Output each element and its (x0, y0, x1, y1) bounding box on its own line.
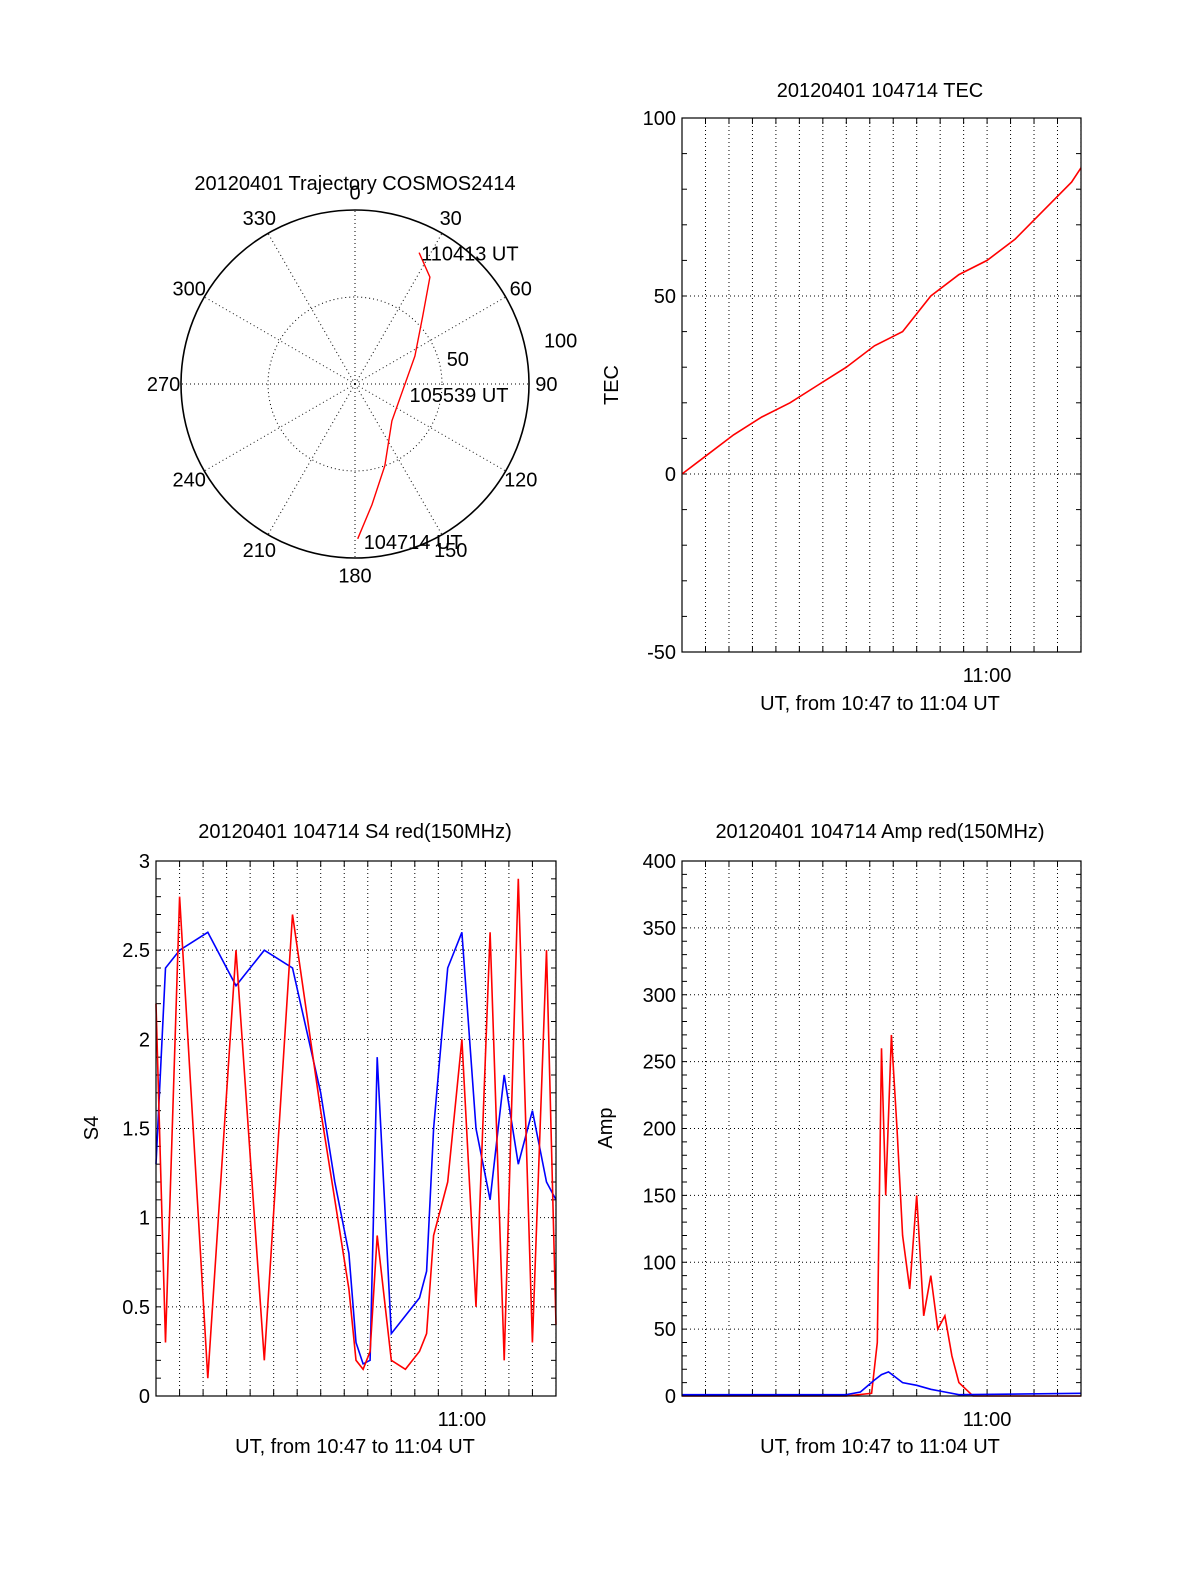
trajectory-time-label: 104714 UT (364, 532, 463, 554)
tec-ytick-label: 100 (643, 108, 676, 130)
polar-spoke (267, 233, 356, 385)
amp-plot-frame (681, 860, 1082, 1397)
s4-ylabel: S4 (81, 1116, 103, 1140)
tec-plot: 20120401 104714 TEC UT, from 10:47 to 11… (601, 80, 1082, 715)
polar-spoke (267, 383, 356, 535)
amp-ytick-label: 150 (643, 1185, 676, 1207)
tec-ylabel: TEC (601, 365, 623, 405)
tec-plot-frame (681, 117, 1082, 653)
polar-angle-label: 150 (434, 540, 467, 562)
s4-ytick-label: 3 (139, 851, 150, 873)
tec-xlabel: UT, from 10:47 to 11:04 UT (760, 693, 1000, 715)
polar-angle-label: 240 (173, 470, 206, 492)
s4-plot: 20120401 104714 S4 red(150MHz) UT, from … (81, 821, 557, 1458)
amp-ytick-label: 350 (643, 918, 676, 940)
polar-angle-label: 120 (504, 470, 537, 492)
s4-ytick-label: 1 (139, 1208, 150, 1230)
s4-title: 20120401 104714 S4 red(150MHz) (198, 821, 512, 843)
polar-spoke (204, 296, 356, 385)
amp-xtick-label: 11:00 (963, 1409, 1012, 1431)
s4-ytick-label: 2 (139, 1029, 150, 1051)
trajectory-title: 20120401 Trajectory COSMOS2414 (194, 173, 515, 195)
tec-ytick-label: -50 (647, 642, 676, 664)
polar-angle-label: 210 (243, 540, 276, 562)
amp-ylabel: Amp (595, 1107, 617, 1148)
polar-radial-label: 100 (544, 331, 577, 353)
polar-radial-label: 50 (447, 349, 469, 371)
s4-plot-frame (155, 860, 557, 1397)
amp-ytick-label: 300 (643, 985, 676, 1007)
amp-ytick-label: 250 (643, 1052, 676, 1074)
trajectory-time-label: 110413 UT (421, 244, 518, 266)
polar-inner-ring (267, 296, 443, 472)
amp-ytick-label: 0 (665, 1386, 676, 1408)
trajectory-track (357, 252, 431, 540)
amp-title: 20120401 104714 Amp red(150MHz) (715, 821, 1044, 843)
tec-xtick-label: 11:00 (963, 665, 1012, 687)
s4-xtick-label: 11:00 (438, 1409, 487, 1431)
amp-ytick-label: 100 (643, 1252, 676, 1274)
tec-title: 20120401 104714 TEC (777, 80, 983, 102)
amp-ytick-label: 200 (643, 1119, 676, 1141)
s4-xlabel: UT, from 10:47 to 11:04 UT (235, 1436, 475, 1458)
polar-outer-ring (180, 209, 530, 559)
polar-angle-label: 330 (243, 208, 276, 230)
polar-spoke (354, 233, 443, 385)
amp-xlabel: UT, from 10:47 to 11:04 UT (760, 1436, 1000, 1458)
tec-series-red (681, 167, 1082, 475)
polar-spoke (354, 383, 443, 535)
trajectory-polar-plot: 20120401 Trajectory COSMOS2414 0 30 60 90 12… (147, 173, 577, 587)
polar-spoke (354, 383, 506, 472)
amp-ytick-label: 400 (643, 851, 676, 873)
amp-series-red (682, 1034, 1081, 1397)
s4-ytick-label: 1.5 (122, 1119, 150, 1141)
polar-angle-label: 90 (535, 374, 557, 396)
s4-series-red (155, 878, 557, 1379)
s4-ytick-label: 2.5 (122, 940, 150, 962)
amp-plot: 20120401 104714 Amp red(150MHz) UT, from… (595, 821, 1082, 1458)
polar-spoke (354, 296, 506, 385)
s4-ytick-label: 0.5 (122, 1297, 150, 1319)
polar-angle-label: 60 (510, 278, 532, 300)
polar-spoke (204, 383, 356, 472)
polar-angle-label: 0 (349, 183, 360, 205)
tec-ytick-label: 50 (654, 286, 676, 308)
polar-angle-label: 270 (147, 374, 180, 396)
s4-ytick-label: 0 (139, 1386, 150, 1408)
trajectory-time-label: 105539 UT (410, 385, 509, 407)
amp-series-blue (682, 1370, 1082, 1396)
polar-angle-label: 300 (173, 278, 206, 300)
amp-ytick-label: 50 (654, 1319, 676, 1341)
s4-series-blue (155, 931, 557, 1366)
tec-ytick-label: 0 (665, 464, 676, 486)
polar-angle-label: 30 (440, 208, 462, 230)
polar-angle-label: 180 (338, 565, 371, 587)
